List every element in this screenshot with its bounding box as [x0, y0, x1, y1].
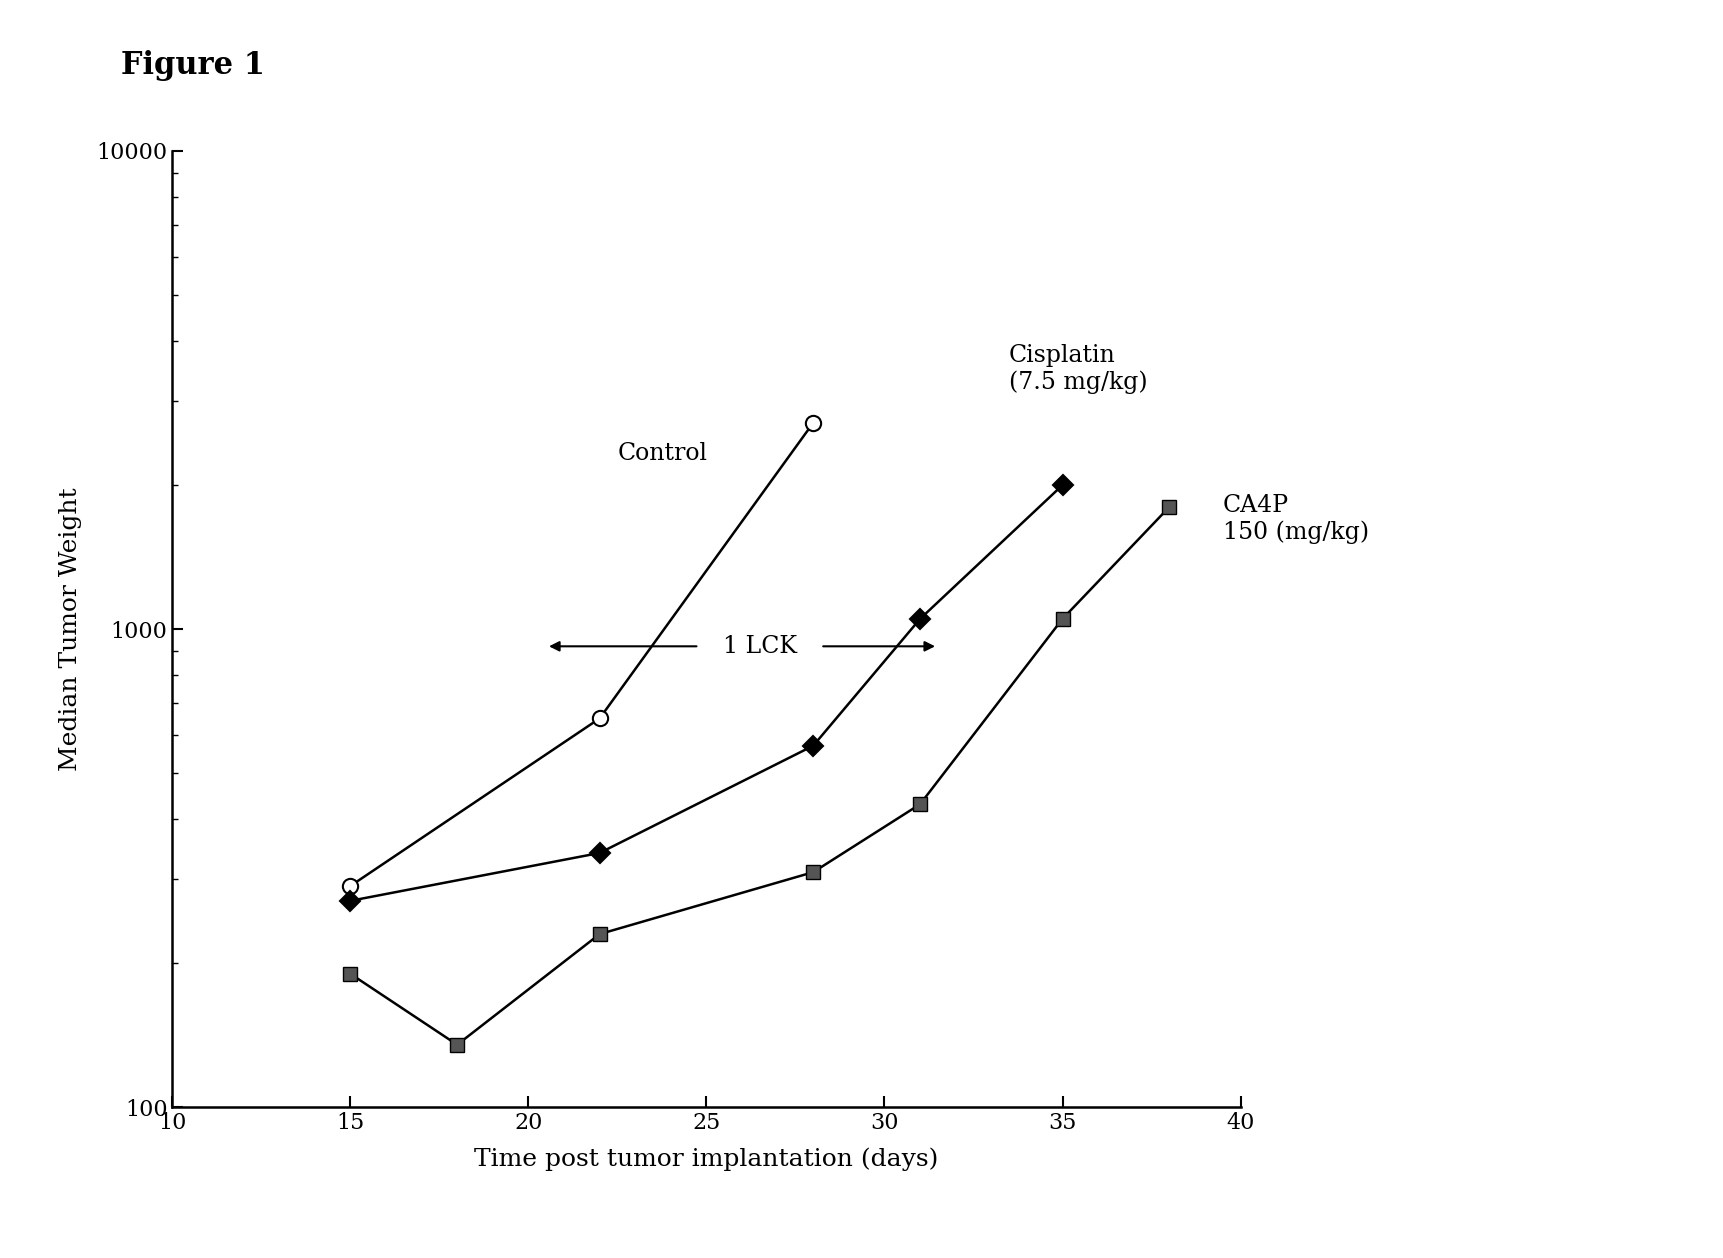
Text: Cisplatin
(7.5 mg/kg): Cisplatin (7.5 mg/kg): [1010, 343, 1148, 394]
X-axis label: Time post tumor implantation (days): Time post tumor implantation (days): [474, 1147, 939, 1171]
Text: CA4P
150 (mg/kg): CA4P 150 (mg/kg): [1223, 493, 1368, 543]
Text: Figure 1: Figure 1: [121, 50, 265, 82]
Text: 1 LCK: 1 LCK: [724, 635, 796, 658]
Text: Control: Control: [617, 443, 708, 465]
Y-axis label: Median Tumor Weight: Median Tumor Weight: [59, 487, 83, 771]
